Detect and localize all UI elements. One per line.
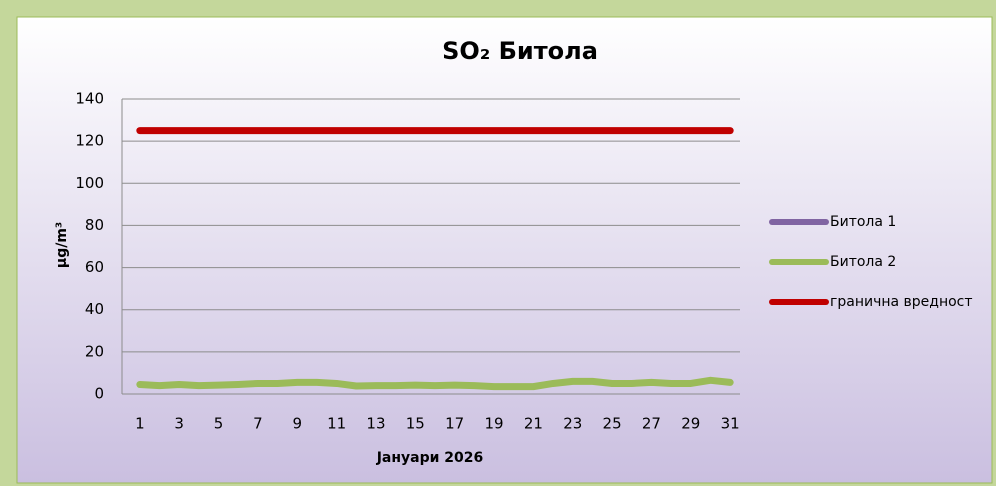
x-tick-label: 11 — [327, 415, 346, 433]
x-tick-label: 7 — [253, 415, 263, 433]
legend-label: гранична вредност — [830, 294, 973, 310]
x-axis-label: Јануари 2026 — [376, 450, 484, 466]
x-tick-label: 1 — [135, 415, 145, 433]
y-tick-label: 100 — [75, 174, 104, 192]
y-tick-label: 80 — [85, 216, 104, 234]
x-tick-label: 19 — [484, 415, 503, 433]
y-axis-label: μg/m³ — [54, 222, 70, 268]
y-tick-label: 60 — [85, 258, 104, 276]
x-tick-label: 3 — [174, 415, 184, 433]
series-line — [136, 376, 734, 391]
y-tick-label: 140 — [75, 90, 104, 108]
legend-label: Битола 2 — [830, 254, 896, 270]
y-tick-label: 120 — [75, 132, 104, 150]
x-tick-label: 29 — [681, 415, 700, 433]
x-tick-label: 15 — [406, 415, 425, 433]
x-tick-label: 21 — [524, 415, 543, 433]
y-tick-label: 0 — [94, 385, 104, 403]
x-tick-label: 13 — [366, 415, 385, 433]
y-tick-label: 20 — [85, 342, 104, 360]
legend-label: Битола 1 — [830, 214, 896, 230]
x-tick-label: 31 — [721, 415, 740, 433]
x-tick-label: 5 — [214, 415, 224, 433]
x-tick-label: 27 — [642, 415, 661, 433]
x-tick-label: 25 — [603, 415, 622, 433]
y-tick-label: 40 — [85, 300, 104, 318]
chart-title: SO₂ Битола — [442, 37, 598, 65]
x-tick-label: 23 — [563, 415, 582, 433]
x-tick-label: 9 — [292, 415, 302, 433]
chart-area — [16, 16, 993, 484]
x-tick-label: 17 — [445, 415, 464, 433]
